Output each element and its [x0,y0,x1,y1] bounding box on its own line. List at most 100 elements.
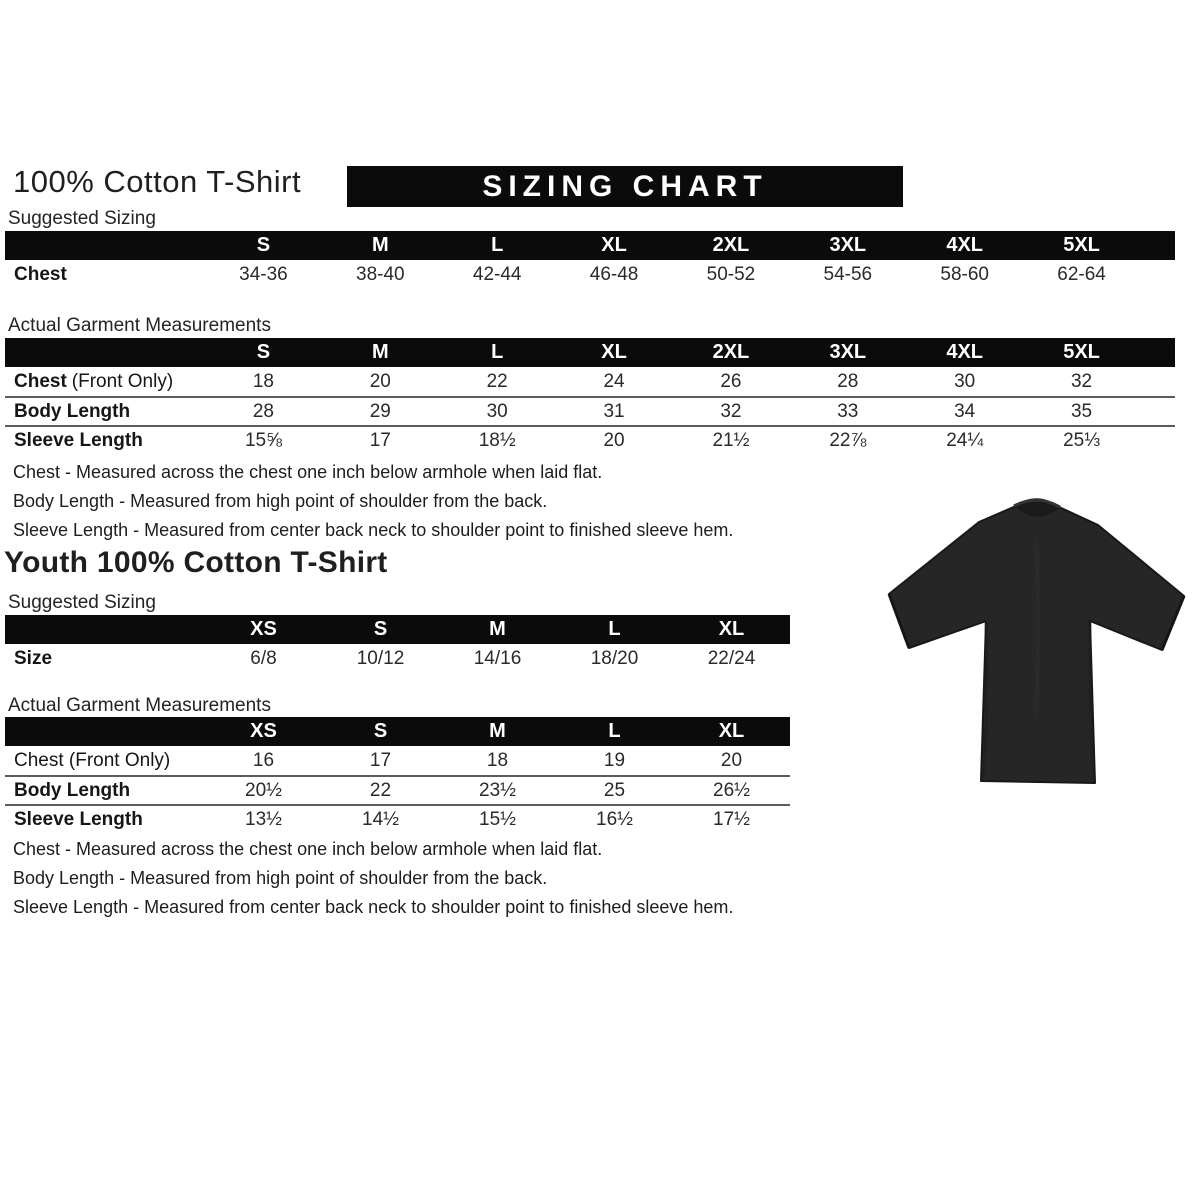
column-header: S [373,618,388,640]
table-header-row: XS S M L XL [5,717,790,746]
adult-measurement-notes: Chest - Measured across the chest one in… [13,463,733,550]
size-value: 18½ [478,429,516,451]
table-row-chest: Chest (Front Only) 18 20 22 24 26 28 30 3… [5,367,1175,396]
column-header: L [491,234,504,256]
youth-suggested-sizing-table: XS S M L XL Size 6/8 10/12 14/16 18/20 2… [5,615,790,674]
sizing-chart-banner: SIZING CHART [347,166,903,207]
size-value: 10/12 [356,648,405,669]
column-header: 4XL [946,234,984,256]
size-value: 22/24 [707,648,756,669]
adult-actual-measurements-label: Actual Garment Measurements [8,315,271,336]
size-value: 20 [603,429,625,451]
size-value: 21½ [712,429,750,451]
size-value: 16 [252,749,275,771]
size-value: 30 [486,400,508,422]
note-body-length: Body Length - Measured from high point o… [13,491,548,511]
size-value: 32 [720,400,742,422]
size-value: 26 [720,370,742,392]
size-value: 15⅝ [244,429,282,451]
size-value: 20 [720,749,743,771]
column-header: XS [250,618,277,640]
column-header: 3XL [829,234,867,256]
column-header: M [489,720,506,742]
row-label: Sleeve Length [14,808,143,830]
size-value: 22⅞ [829,429,867,451]
row-label: Size [14,648,53,669]
note-chest: Chest - Measured across the chest one in… [13,462,603,482]
size-value: 22 [486,370,508,392]
note-chest: Chest - Measured across the chest one in… [13,839,603,859]
size-value: 15½ [479,808,516,830]
size-value: 28 [252,400,274,422]
column-header: 2XL [712,234,750,256]
size-value: 28 [837,370,859,392]
table-row-body-length: Body Length 28 29 30 31 32 33 34 35 [5,396,1175,425]
size-value: 14/16 [473,648,522,669]
column-header: S [256,234,271,256]
size-value: 38-40 [356,264,405,285]
size-value: 50-52 [706,264,756,285]
size-value: 16½ [596,808,633,830]
adult-suggested-sizing-label: Suggested Sizing [8,208,156,229]
size-value: 23½ [479,779,516,801]
table-row-body-length: Body Length 20½ 22 23½ 25 26½ [5,775,790,804]
row-label: Body Length [14,779,131,801]
size-value: 17 [369,429,391,451]
size-value: 54-56 [823,264,873,285]
table-header-row: S M L XL 2XL 3XL 4XL 5XL [5,338,1175,367]
table-row-chest: Chest (Front Only) 16 17 18 19 20 [5,746,790,775]
column-header: S [373,720,388,742]
size-value: 25 [603,779,626,801]
column-header: XL [601,341,627,363]
row-label: Body Length [14,400,131,422]
size-value: 19 [603,749,626,771]
size-value: 17½ [713,808,750,830]
youth-suggested-sizing-label: Suggested Sizing [8,592,156,613]
column-header: S [256,341,271,363]
column-header: 5XL [1063,341,1100,363]
column-header: XL [718,720,745,742]
size-value: 18 [252,370,274,392]
note-body-length: Body Length - Measured from high point o… [13,868,548,888]
column-header: XS [250,720,277,742]
column-header: 5XL [1063,234,1100,256]
size-value: 18 [486,749,509,771]
row-label: Sleeve Length [14,429,143,451]
size-value: 62-64 [1057,264,1106,285]
table-row-sleeve-length: Sleeve Length 15⅝ 17 18½ 20 21½ 22⅞ 24¼ … [5,425,1175,454]
size-value: 58-60 [940,264,989,285]
table-row-size: Size 6/8 10/12 14/16 18/20 22/24 [5,644,790,674]
column-header: M [371,234,389,256]
size-value: 46-48 [589,264,639,285]
size-value: 34-36 [239,264,288,285]
tshirt-photo [876,478,1200,810]
row-label: Chest (Front Only) [14,370,174,392]
table-header-row: XS S M L XL [5,615,790,644]
row-label: Chest (Front Only) [14,749,171,771]
size-value: 20 [369,370,391,392]
row-label: Chest [14,264,67,285]
size-value: 32 [1070,370,1093,392]
size-value: 25⅓ [1063,429,1101,451]
adult-actual-measurements-table: S M L XL 2XL 3XL 4XL 5XL Chest (Front Onl… [5,338,1175,454]
size-value: 26½ [713,779,750,801]
column-header: 3XL [829,341,867,363]
size-value: 33 [837,400,859,422]
column-header: XL [718,618,745,640]
column-header: 4XL [946,341,984,363]
size-value: 14½ [362,808,399,830]
note-sleeve-length: Sleeve Length - Measured from center bac… [13,897,734,917]
page-title: 100% Cotton T-Shirt [13,164,302,199]
size-value: 31 [603,400,625,422]
column-header: XL [601,234,627,256]
sizing-chart-banner-text: SIZING CHART [482,169,768,203]
size-value: 24 [603,370,625,392]
table-header-row: S M L XL 2XL 3XL 4XL 5XL [5,231,1175,260]
size-value: 30 [954,370,976,392]
column-header: L [608,720,621,742]
table-row: Chest 34-36 38-40 42-44 46-48 50-52 54-5… [5,260,1175,290]
tshirt-icon [887,498,1186,784]
size-value: 18/20 [590,648,639,669]
size-value: 35 [1070,400,1093,422]
